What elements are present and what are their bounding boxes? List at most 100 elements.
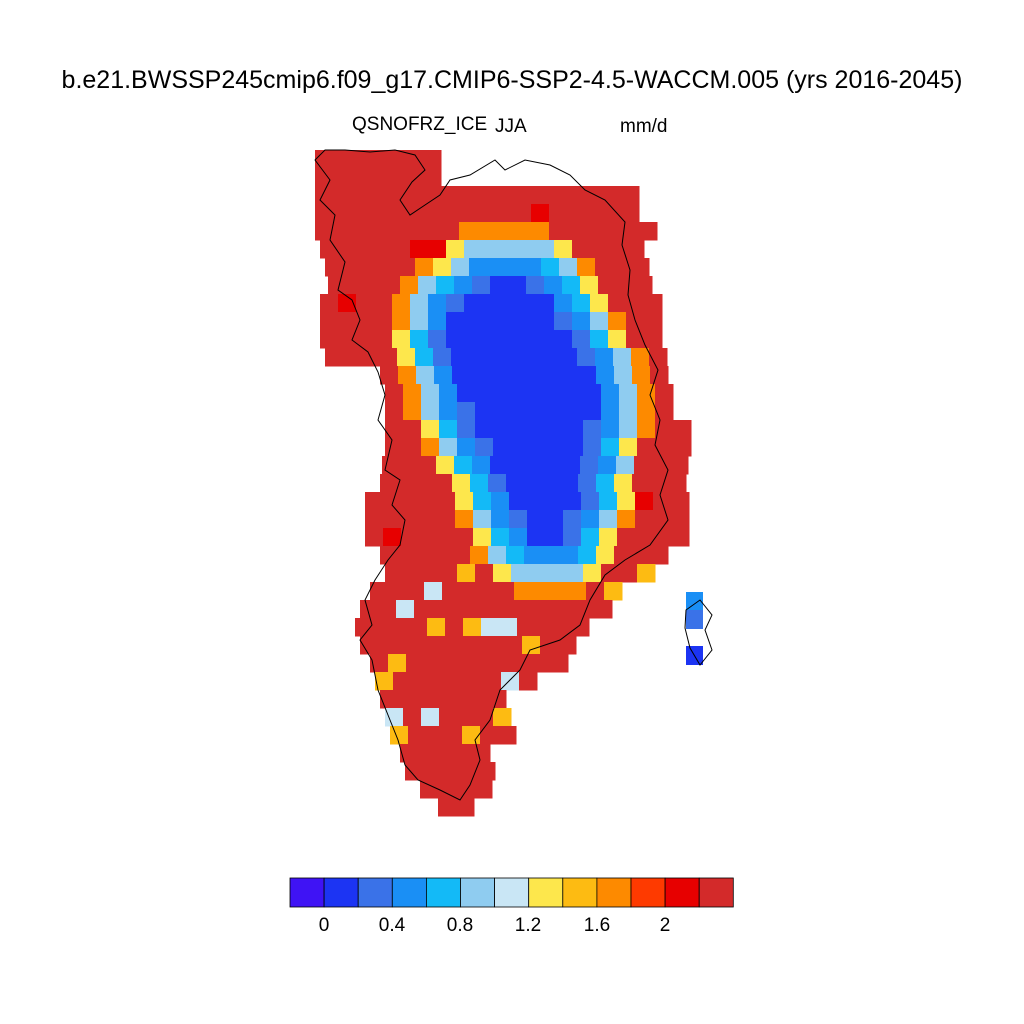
heatmap-cell xyxy=(393,672,412,691)
heatmap-cell xyxy=(583,402,602,421)
heatmap-cell xyxy=(558,600,577,619)
heatmap-cell xyxy=(452,690,471,709)
heatmap-cell xyxy=(320,330,339,349)
heatmap-cell xyxy=(473,492,492,511)
heatmap-cell xyxy=(523,258,542,277)
heatmap-cell xyxy=(469,258,488,277)
heatmap-cell xyxy=(433,348,452,367)
heatmap-cell xyxy=(619,420,638,439)
heatmap-cell xyxy=(621,186,640,205)
heatmap-cell xyxy=(601,420,620,439)
heatmap-cell xyxy=(531,186,550,205)
heatmap-cell xyxy=(499,618,518,637)
heatmap-cell xyxy=(532,654,551,673)
heatmap-cell xyxy=(526,456,545,475)
heatmap-cell xyxy=(493,708,512,727)
heatmap-cell xyxy=(544,276,563,295)
heatmap-cell xyxy=(601,402,620,421)
heatmap-cell xyxy=(498,726,517,745)
heatmap-cell xyxy=(547,402,566,421)
heatmap-cell xyxy=(423,222,442,241)
heatmap-cell xyxy=(644,312,663,331)
heatmap-cell xyxy=(432,600,451,619)
heatmap-cell xyxy=(626,240,645,259)
heatmap-cell xyxy=(369,150,388,169)
heatmap-cell xyxy=(451,348,470,367)
heatmap-cell xyxy=(495,186,514,205)
heatmap-cell xyxy=(446,240,465,259)
colorbar-box xyxy=(664,877,700,908)
heatmap-cell xyxy=(452,546,471,565)
heatmap-cell xyxy=(603,204,622,223)
heatmap-cell xyxy=(360,636,379,655)
heatmap-cell xyxy=(560,546,579,565)
heatmap-cell xyxy=(429,672,448,691)
heatmap-cell xyxy=(343,348,362,367)
heatmap-cell xyxy=(491,510,510,529)
heatmap-cell xyxy=(379,258,398,277)
heatmap-cell xyxy=(333,168,352,187)
heatmap-cell xyxy=(626,294,645,313)
heatmap-cell xyxy=(590,240,609,259)
heatmap-cell xyxy=(655,402,674,421)
heatmap-cell xyxy=(505,348,524,367)
heatmap-cell xyxy=(374,312,393,331)
heatmap-cell xyxy=(487,348,506,367)
heatmap-cell xyxy=(482,330,501,349)
heatmap-cell xyxy=(595,348,614,367)
heatmap-cell xyxy=(333,186,352,205)
heatmap-cell xyxy=(450,636,469,655)
colorbar-tick-labels: 0 0.4 0.8 1.2 1.6 2 xyxy=(319,915,671,936)
heatmap-cell xyxy=(655,420,674,439)
heatmap-cell xyxy=(565,384,584,403)
heatmap-cell xyxy=(493,564,512,583)
heatmap-cell xyxy=(513,204,532,223)
heatmap-cell xyxy=(542,546,561,565)
units-label: mm/d xyxy=(620,116,668,137)
heatmap-cell xyxy=(434,366,453,385)
heatmap-cell xyxy=(380,546,399,565)
heatmap-cell xyxy=(496,582,515,601)
heatmap-cell xyxy=(545,492,564,511)
heatmap-cell xyxy=(351,222,370,241)
heatmap-cell xyxy=(380,690,399,709)
heatmap-cell xyxy=(439,420,458,439)
heatmap-cell xyxy=(619,564,638,583)
heatmap-cell xyxy=(374,240,393,259)
heatmap-cell xyxy=(391,618,410,637)
colorbar-box xyxy=(425,877,461,908)
heatmap-cell xyxy=(451,258,470,277)
heatmap-cell xyxy=(585,186,604,205)
heatmap-cell xyxy=(369,186,388,205)
heatmap-cell xyxy=(444,726,463,745)
heatmap-cell xyxy=(553,618,572,637)
heatmap-cell xyxy=(619,438,638,457)
heatmap-cell xyxy=(491,528,510,547)
heatmap-cell xyxy=(459,204,478,223)
heatmap-cell xyxy=(495,204,514,223)
greenland-coastline xyxy=(314,149,669,801)
heatmap-cell xyxy=(637,420,656,439)
heatmap-cell xyxy=(441,204,460,223)
heatmap-cell xyxy=(436,276,455,295)
heatmap-cell xyxy=(529,438,548,457)
heatmap-cell xyxy=(554,330,573,349)
heatmap-cell xyxy=(527,492,546,511)
heatmap-cell xyxy=(524,546,543,565)
heatmap-cell xyxy=(621,222,640,241)
heatmap-cell xyxy=(506,546,525,565)
heatmap-cell xyxy=(315,150,334,169)
heatmap-cell xyxy=(504,600,523,619)
heatmap-cell xyxy=(416,546,435,565)
heatmap-cell xyxy=(446,330,465,349)
heatmap-cell xyxy=(505,258,524,277)
heatmap-cell xyxy=(403,402,422,421)
heatmap-cell xyxy=(583,438,602,457)
heatmap-cell xyxy=(447,672,466,691)
heatmap-cell xyxy=(459,762,478,781)
heatmap-cell xyxy=(369,168,388,187)
heatmap-cell xyxy=(397,258,416,277)
colorbar-box xyxy=(494,877,530,908)
heatmap-cell xyxy=(565,564,584,583)
heatmap-cell xyxy=(554,312,573,331)
